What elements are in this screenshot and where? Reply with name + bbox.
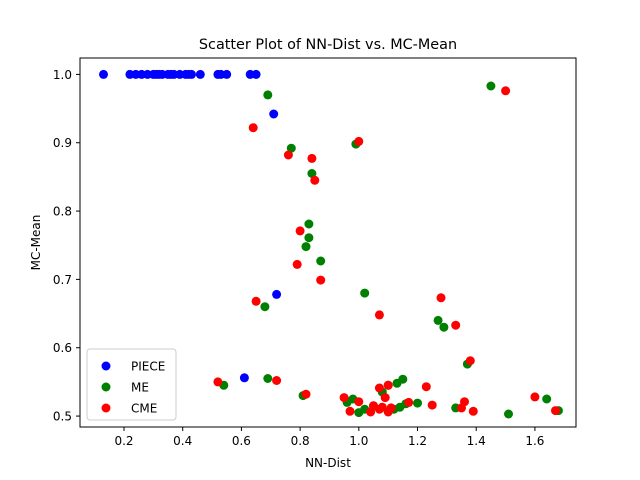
y-axis-label: MC-Mean	[29, 215, 43, 271]
x-tick-label: 0.8	[291, 434, 310, 448]
legend-marker-me	[101, 382, 111, 392]
cme-point	[213, 377, 223, 387]
me-point	[316, 256, 326, 266]
cme-point	[310, 175, 320, 185]
cme-point	[374, 383, 384, 393]
x-tick-label: 1.2	[408, 434, 427, 448]
me-point	[301, 242, 311, 252]
me-point	[439, 322, 449, 332]
cme-point	[468, 406, 478, 416]
cme-point	[501, 86, 511, 96]
x-axis-ticks: 0.2 0.4 0.6 0.8 1.0 1.2 1.4 1.6	[114, 427, 544, 448]
y-tick-label: 0.7	[53, 273, 72, 287]
me-point	[286, 143, 296, 153]
x-tick-label: 1.4	[467, 434, 486, 448]
cme-point	[301, 389, 311, 399]
cme-point	[436, 293, 446, 303]
piece-point	[251, 69, 261, 79]
piece-point	[239, 373, 249, 383]
cme-point	[248, 123, 258, 133]
cme-point	[345, 406, 355, 416]
series-cme	[213, 86, 560, 417]
legend: PIECE ME CME	[86, 348, 177, 421]
me-point	[486, 81, 496, 91]
legend-label-me: ME	[131, 381, 149, 395]
cme-point	[427, 400, 437, 410]
cme-point	[272, 376, 282, 385]
piece-point	[272, 289, 282, 299]
cme-point	[530, 392, 540, 402]
me-point	[307, 169, 317, 178]
me-point	[504, 409, 513, 419]
cme-point	[354, 136, 364, 146]
me-point	[304, 233, 314, 243]
y-tick-label: 0.8	[53, 205, 72, 219]
cme-point	[460, 397, 469, 407]
me-point	[413, 398, 422, 408]
cme-point	[421, 382, 431, 392]
cme-point	[386, 403, 396, 413]
cme-point	[339, 393, 349, 403]
y-tick-label: 0.6	[53, 341, 72, 355]
piece-point	[99, 69, 108, 79]
legend-label-cme: CME	[131, 402, 157, 416]
y-tick-label: 0.5	[53, 410, 72, 424]
cme-point	[354, 397, 364, 407]
cme-point	[295, 226, 305, 236]
y-tick-label: 1.0	[53, 68, 72, 82]
x-tick-label: 0.4	[173, 434, 192, 448]
cme-point	[404, 397, 414, 407]
legend-entries: PIECE ME CME	[101, 360, 165, 416]
piece-point	[222, 69, 232, 79]
me-point	[263, 374, 273, 383]
cme-point	[451, 320, 461, 330]
x-tick-label: 1.0	[349, 434, 368, 448]
me-point	[433, 315, 443, 325]
cme-point	[551, 406, 560, 416]
cme-point	[292, 259, 302, 269]
x-tick-label: 1.6	[525, 434, 544, 448]
piece-point	[187, 69, 196, 79]
cme-point	[307, 153, 317, 163]
chart-title: Scatter Plot of NN-Dist vs. MC-Mean	[199, 37, 457, 53]
me-point	[398, 374, 408, 384]
cme-point	[283, 150, 293, 160]
points-layer	[99, 69, 563, 419]
x-tick-label: 0.6	[232, 434, 251, 448]
legend-label-piece: PIECE	[131, 360, 165, 374]
me-point	[304, 219, 314, 229]
legend-marker-piece	[101, 361, 111, 371]
plot-area-frame	[79, 57, 577, 428]
cme-point	[316, 275, 326, 285]
cme-point	[380, 393, 390, 403]
legend-marker-cme	[101, 403, 111, 413]
series-piece	[99, 69, 282, 383]
y-axis-ticks: 0.5 0.6 0.7 0.8 0.9 1.0	[53, 68, 80, 424]
x-axis-label: NN-Dist	[305, 456, 351, 470]
me-point	[542, 394, 552, 404]
piece-point	[195, 69, 205, 79]
me-point	[263, 90, 273, 100]
x-tick-label: 0.2	[114, 434, 133, 448]
cme-point	[251, 296, 261, 306]
cme-point	[383, 380, 393, 390]
y-tick-label: 0.9	[53, 136, 72, 150]
cme-point	[465, 356, 475, 366]
piece-point	[269, 109, 279, 119]
me-point	[260, 302, 270, 312]
me-point	[360, 288, 370, 298]
cme-point	[374, 310, 384, 320]
